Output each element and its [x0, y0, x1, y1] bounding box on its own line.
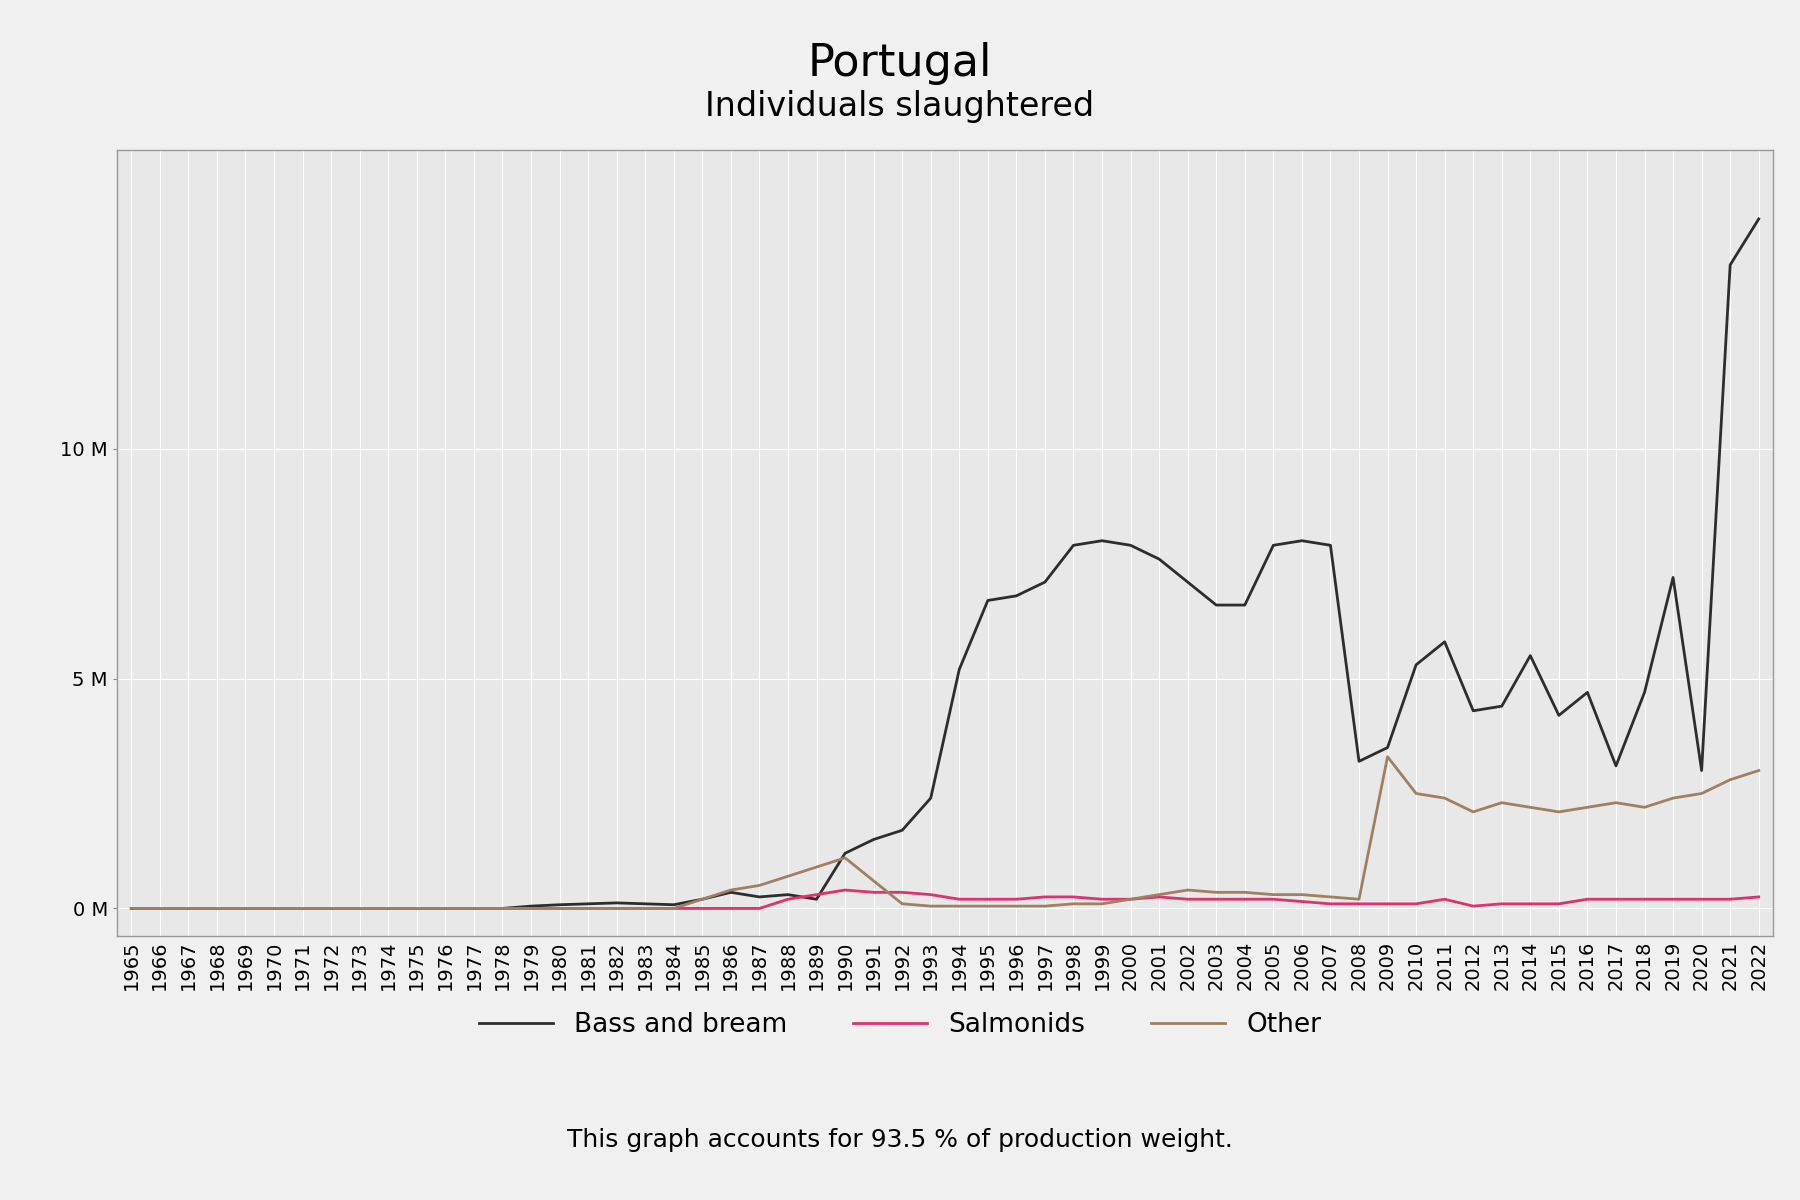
Other	[1519, 800, 1541, 815]
Bass and bream	[121, 901, 142, 916]
Other	[491, 901, 513, 916]
Bass and bream	[1319, 538, 1341, 552]
Text: This graph accounts for 93.5 % of production weight.: This graph accounts for 93.5 % of produc…	[567, 1128, 1233, 1152]
Salmonids	[833, 883, 855, 898]
Other	[1377, 750, 1399, 764]
Salmonids	[1348, 896, 1370, 911]
Other	[1690, 786, 1712, 800]
Salmonids	[491, 901, 513, 916]
Bass and bream	[491, 901, 513, 916]
Line: Other: Other	[131, 757, 1759, 908]
Other	[520, 901, 542, 916]
Line: Salmonids: Salmonids	[131, 890, 1759, 908]
Salmonids	[520, 901, 542, 916]
Legend: Bass and bream, Salmonids, Other: Bass and bream, Salmonids, Other	[468, 1002, 1332, 1049]
Salmonids	[1748, 889, 1769, 904]
Other	[1319, 889, 1341, 904]
Text: Portugal: Portugal	[808, 42, 992, 85]
Other	[121, 901, 142, 916]
Bass and bream	[1690, 763, 1712, 778]
Bass and bream	[1748, 211, 1769, 226]
Salmonids	[1690, 892, 1712, 906]
Salmonids	[121, 901, 142, 916]
Other	[1748, 763, 1769, 778]
Salmonids	[1235, 892, 1256, 906]
Bass and bream	[1206, 598, 1228, 612]
Line: Bass and bream: Bass and bream	[131, 218, 1759, 908]
Text: Individuals slaughtered: Individuals slaughtered	[706, 90, 1094, 122]
Salmonids	[1519, 896, 1541, 911]
Bass and bream	[1490, 698, 1512, 713]
Bass and bream	[520, 899, 542, 913]
Other	[1206, 886, 1228, 900]
